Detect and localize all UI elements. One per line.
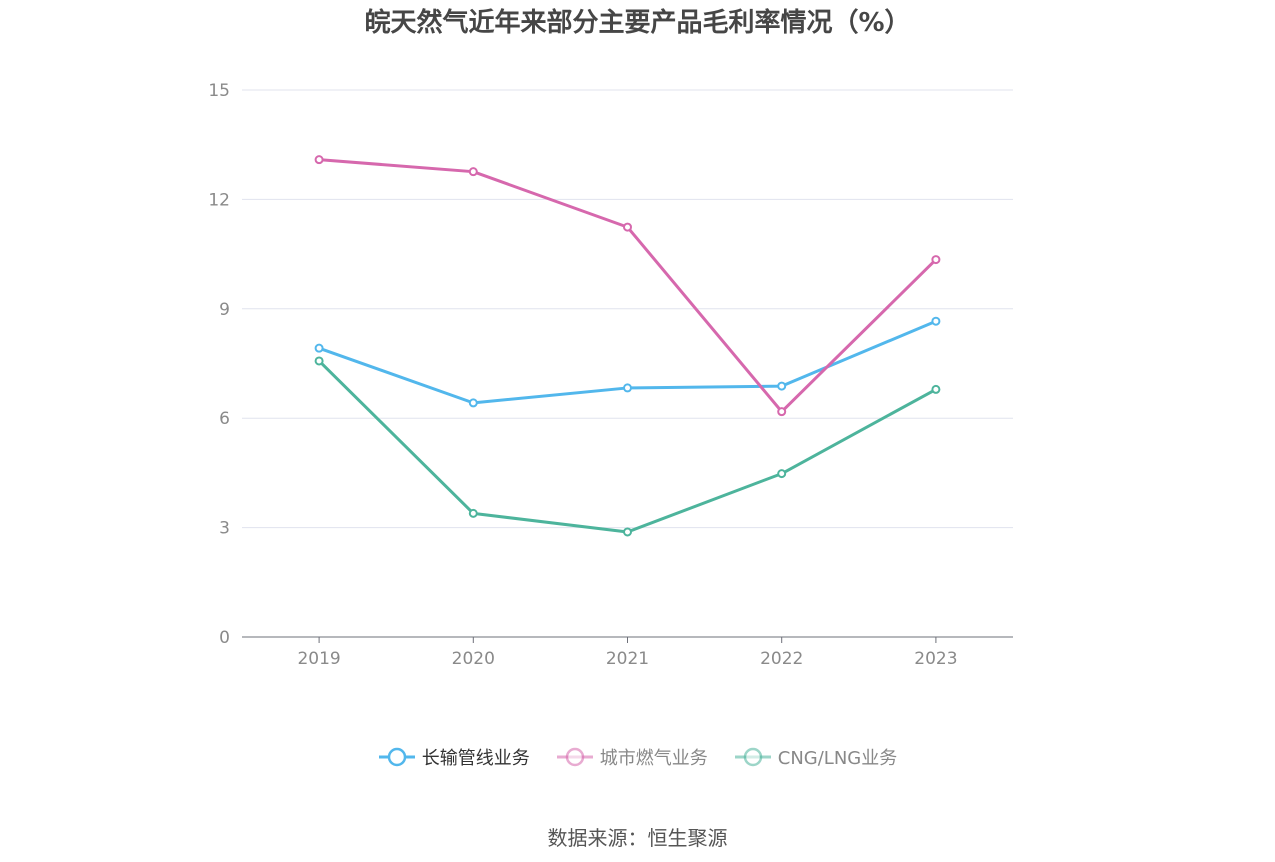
grid-lines — [242, 89, 1013, 529]
data-point[interactable] — [623, 383, 632, 393]
x-tick-label: 2022 — [760, 649, 803, 669]
data-point[interactable] — [314, 356, 324, 366]
legend-item-1[interactable]: 城市燃气业务 — [556, 744, 708, 770]
x-tick-label: 2023 — [914, 649, 957, 669]
data-point[interactable] — [931, 255, 941, 265]
legend-swatch-icon — [734, 747, 771, 767]
source-note: 数据来源：恒生聚源 — [547, 826, 728, 850]
data-point[interactable] — [777, 469, 787, 479]
data-point[interactable] — [623, 527, 632, 537]
chart-title: 皖天然气近年来部分主要产品毛利率情况（%） — [364, 8, 911, 38]
data-point[interactable] — [468, 508, 478, 518]
data-point[interactable] — [777, 381, 787, 391]
data-point[interactable] — [777, 407, 787, 417]
y-tick-label: 6 — [219, 409, 230, 429]
y-tick-label: 9 — [219, 300, 230, 320]
legend-marker — [565, 747, 584, 767]
data-point[interactable] — [314, 343, 324, 353]
axes: 0 3 6 9 12 15 2019 2020 2021 2022 2023 — [208, 81, 1013, 669]
x-tick-label: 2021 — [606, 649, 649, 669]
y-tick-label: 15 — [208, 81, 230, 101]
legend: 长输管线业务 城市燃气业务 CNG/LNG业务 — [0, 744, 1275, 770]
legend-marker — [387, 747, 406, 767]
legend-label: CNG/LNG业务 — [777, 748, 898, 769]
y-tick-label: 3 — [219, 519, 230, 539]
y-tick-label: 12 — [208, 190, 230, 210]
data-point[interactable] — [468, 398, 478, 408]
legend-swatch-icon — [556, 747, 593, 767]
legend-marker — [743, 747, 762, 767]
data-point[interactable] — [623, 222, 632, 232]
data-point[interactable] — [931, 384, 941, 394]
legend-swatch-icon — [378, 747, 415, 767]
legend-label: 长输管线业务 — [421, 748, 530, 769]
x-tick-label: 2019 — [297, 649, 340, 669]
data-point[interactable] — [314, 155, 324, 165]
series-lines — [314, 155, 941, 537]
legend-label: 城市燃气业务 — [599, 748, 708, 769]
legend-item-2[interactable]: CNG/LNG业务 — [734, 744, 898, 770]
legend-item-0[interactable]: 长输管线业务 — [378, 744, 530, 770]
data-point[interactable] — [468, 167, 478, 177]
series-line-1 — [318, 158, 937, 414]
x-tick-label: 2020 — [452, 649, 495, 669]
y-tick-label: 0 — [219, 628, 230, 648]
data-point[interactable] — [931, 316, 941, 326]
